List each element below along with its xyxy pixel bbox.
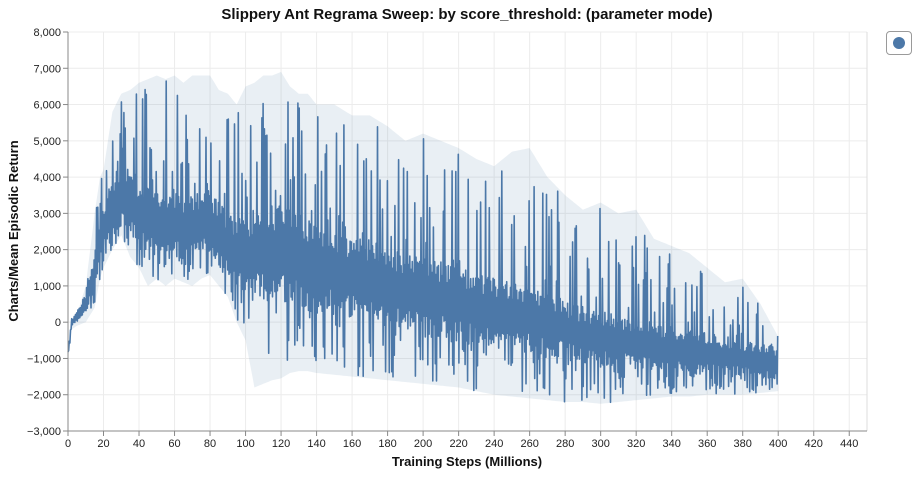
y-tick-label: −2,000 — [27, 390, 61, 402]
y-tick-label: 2,000 — [33, 245, 61, 257]
y-tick-label: −3,000 — [27, 426, 61, 438]
y-tick-label: 7,000 — [33, 63, 61, 75]
x-tick-label: 440 — [840, 438, 858, 450]
y-axis-title: Charts/Mean Episodic Return — [6, 140, 21, 321]
x-tick-label: 0 — [65, 438, 71, 450]
x-tick-label: 60 — [168, 438, 180, 450]
x-tick-label: 180 — [378, 438, 396, 450]
x-tick-label: 420 — [805, 438, 823, 450]
x-tick-label: 260 — [520, 438, 538, 450]
y-tick-label: 8,000 — [33, 27, 61, 39]
x-tick-label: 360 — [698, 438, 716, 450]
legend-toggle-button[interactable] — [886, 31, 912, 55]
x-axis-title: Training Steps (Millions) — [392, 454, 542, 469]
x-tick-label: 40 — [133, 438, 145, 450]
y-tick-label: −1,000 — [27, 353, 61, 365]
x-tick-label: 100 — [236, 438, 254, 450]
x-tick-label: 200 — [414, 438, 432, 450]
y-tick-label: 1,000 — [33, 281, 61, 293]
y-tick-label: 4,000 — [33, 172, 61, 184]
x-tick-label: 320 — [627, 438, 645, 450]
plot-area — [67, 71, 779, 404]
y-tick-label: 5,000 — [33, 136, 61, 148]
x-tick-label: 240 — [485, 438, 503, 450]
x-tick-label: 120 — [272, 438, 290, 450]
x-tick-label: 220 — [449, 438, 467, 450]
x-tick-label: 300 — [591, 438, 609, 450]
y-tick-label: 3,000 — [33, 208, 61, 220]
x-tick-label: 380 — [734, 438, 752, 450]
x-tick-label: 400 — [769, 438, 787, 450]
x-tick-label: 20 — [97, 438, 109, 450]
legend-marker-icon — [893, 37, 905, 49]
x-tick-label: 140 — [307, 438, 325, 450]
x-tick-label: 160 — [343, 438, 361, 450]
x-tick-label: 280 — [556, 438, 574, 450]
chart-title: Slippery Ant Regrama Sweep: by score_thr… — [221, 6, 712, 23]
series-line — [67, 80, 779, 404]
x-tick-label: 340 — [663, 438, 681, 450]
y-tick-label: 0 — [55, 317, 61, 329]
y-tick-label: 6,000 — [33, 100, 61, 112]
x-tick-label: 80 — [204, 438, 216, 450]
axes: 0 20 40 60 80 100 120 140 160 180 200 220 240 260 280 3… — [27, 27, 867, 450]
